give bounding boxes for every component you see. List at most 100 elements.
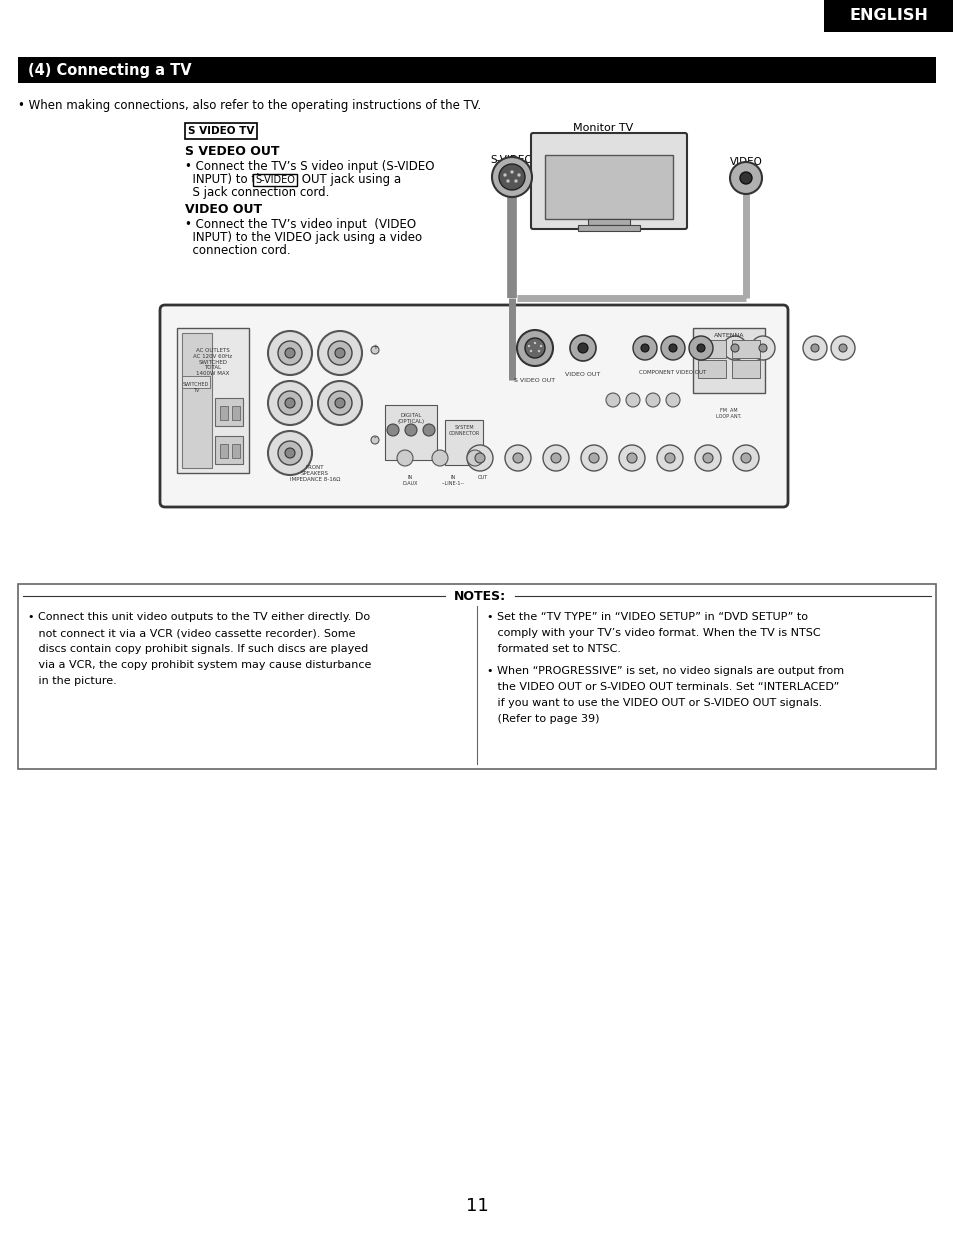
Circle shape	[517, 330, 553, 366]
Text: DIGITAL
(OPTICAL): DIGITAL (OPTICAL)	[397, 413, 424, 424]
Bar	[731, 340, 760, 357]
Circle shape	[513, 453, 522, 463]
Circle shape	[285, 398, 294, 408]
Bar	[220, 444, 228, 458]
Text: VIDEO
IN: VIDEO IN	[729, 157, 761, 178]
Text: -: -	[374, 434, 375, 440]
Circle shape	[277, 391, 302, 414]
Bar	[823, 0, 953, 32]
Circle shape	[422, 424, 435, 435]
Circle shape	[633, 336, 657, 360]
Circle shape	[475, 453, 484, 463]
Text: discs contain copy prohibit signals. If such discs are played: discs contain copy prohibit signals. If …	[28, 644, 368, 654]
Text: comply with your TV’s video format. When the TV is NTSC: comply with your TV’s video format. When…	[486, 628, 820, 638]
Circle shape	[664, 453, 675, 463]
Circle shape	[588, 453, 598, 463]
Text: • Set the “TV TYPE” in “VIDEO SETUP” in “DVD SETUP” to: • Set the “TV TYPE” in “VIDEO SETUP” in …	[486, 612, 807, 622]
Text: Monitor TV: Monitor TV	[573, 122, 633, 134]
Text: 11: 11	[465, 1197, 488, 1215]
Circle shape	[268, 332, 312, 375]
Text: if you want to use the VIDEO OUT or S-VIDEO OUT signals.: if you want to use the VIDEO OUT or S-VI…	[486, 698, 821, 708]
Text: COMPONENT VIDEO OUT: COMPONENT VIDEO OUT	[639, 370, 706, 375]
Text: S VIDEO OUT: S VIDEO OUT	[514, 379, 555, 383]
Circle shape	[432, 450, 448, 466]
Circle shape	[688, 336, 712, 360]
Circle shape	[830, 336, 854, 360]
Text: • Connect the TV’s video input  (VIDEO: • Connect the TV’s video input (VIDEO	[185, 218, 416, 231]
Circle shape	[580, 445, 606, 471]
Text: FRONT
SPEAKERS
IMPEDANCE 8-16Ω: FRONT SPEAKERS IMPEDANCE 8-16Ω	[290, 465, 340, 481]
Bar	[18, 57, 935, 83]
Circle shape	[740, 453, 750, 463]
Circle shape	[730, 344, 739, 353]
Circle shape	[625, 393, 639, 407]
Text: +: +	[372, 344, 377, 350]
Bar	[444, 421, 482, 465]
Circle shape	[371, 346, 378, 354]
Bar	[253, 174, 296, 186]
Circle shape	[729, 162, 761, 194]
Circle shape	[668, 344, 677, 353]
Circle shape	[492, 157, 532, 197]
Text: S VIDEO TV: S VIDEO TV	[188, 126, 253, 136]
Circle shape	[640, 344, 648, 353]
Circle shape	[702, 453, 712, 463]
Bar	[731, 360, 760, 379]
Circle shape	[467, 445, 493, 471]
Bar	[214, 435, 243, 464]
Text: OUT: OUT	[477, 475, 488, 480]
Bar	[182, 333, 212, 468]
Circle shape	[626, 453, 637, 463]
Circle shape	[317, 332, 361, 375]
Text: IN
--LINE-1--: IN --LINE-1--	[441, 475, 464, 486]
Text: VIDEO OUT: VIDEO OUT	[565, 372, 600, 377]
Text: (4) Connecting a TV: (4) Connecting a TV	[28, 63, 192, 78]
Bar	[220, 406, 228, 421]
Text: S-VIDEO
IN: S-VIDEO IN	[490, 155, 533, 177]
Circle shape	[371, 435, 378, 444]
Circle shape	[732, 445, 759, 471]
Circle shape	[387, 424, 398, 435]
Bar	[177, 328, 249, 473]
Text: S VEDEO OUT: S VEDEO OUT	[185, 145, 279, 158]
Bar	[698, 360, 725, 379]
Bar	[18, 584, 935, 769]
Circle shape	[268, 430, 312, 475]
Circle shape	[695, 445, 720, 471]
Circle shape	[396, 450, 413, 466]
Bar	[214, 398, 243, 426]
Circle shape	[328, 391, 352, 414]
Text: formated set to NTSC.: formated set to NTSC.	[486, 644, 620, 654]
Bar	[232, 406, 240, 421]
Circle shape	[517, 173, 520, 177]
Circle shape	[285, 448, 294, 458]
Circle shape	[527, 345, 530, 348]
Circle shape	[750, 336, 774, 360]
Circle shape	[605, 393, 619, 407]
Text: OUT jack using a: OUT jack using a	[297, 173, 400, 186]
Bar	[587, 219, 629, 225]
Bar	[232, 444, 240, 458]
Circle shape	[657, 445, 682, 471]
Text: S jack connection cord.: S jack connection cord.	[185, 186, 329, 199]
Circle shape	[645, 393, 659, 407]
Circle shape	[802, 336, 826, 360]
Text: ANTENNA: ANTENNA	[713, 333, 743, 338]
Text: (Refer to page 39): (Refer to page 39)	[486, 714, 598, 724]
Circle shape	[838, 344, 846, 353]
Circle shape	[335, 398, 345, 408]
Circle shape	[810, 344, 818, 353]
Circle shape	[697, 344, 704, 353]
Text: not connect it via a VCR (video cassette recorder). Some: not connect it via a VCR (video cassette…	[28, 628, 355, 638]
Text: • When making connections, also refer to the operating instructions of the TV.: • When making connections, also refer to…	[18, 99, 480, 113]
Circle shape	[660, 336, 684, 360]
Circle shape	[551, 453, 560, 463]
Text: connection cord.: connection cord.	[185, 244, 291, 257]
Bar	[544, 155, 672, 219]
Circle shape	[503, 173, 506, 177]
Circle shape	[569, 335, 596, 361]
Circle shape	[537, 350, 539, 353]
Text: S-VIDEO: S-VIDEO	[254, 174, 294, 186]
Text: • Connect this unit video outputs to the TV either directly. Do: • Connect this unit video outputs to the…	[28, 612, 370, 622]
Bar	[185, 122, 256, 139]
